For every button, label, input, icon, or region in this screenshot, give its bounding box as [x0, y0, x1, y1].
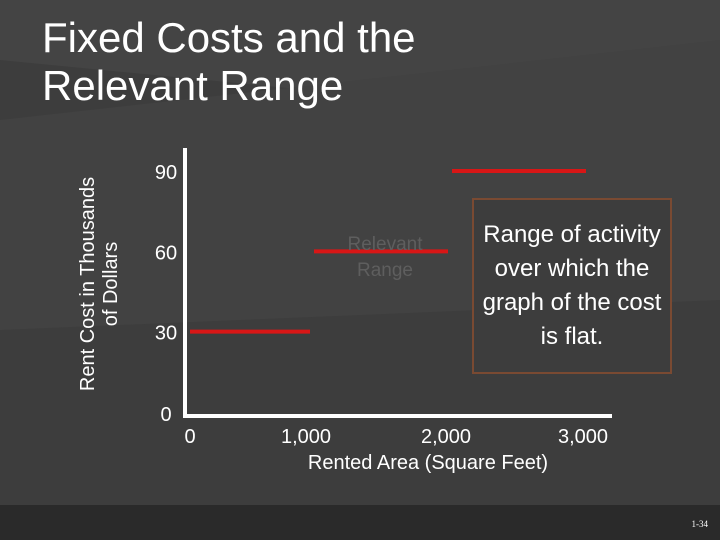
x-tick-label: 2,000 — [421, 426, 471, 448]
x-tick-label: 0 — [184, 426, 195, 448]
flat-range-callout: Range of activity over which the graph o… — [472, 198, 672, 374]
y-tick-label: 30 — [155, 323, 177, 345]
y-tick-label: 90 — [155, 162, 177, 184]
x-tick-label: 1,000 — [281, 426, 331, 448]
x-axis-label: Rented Area (Square Feet) — [307, 452, 549, 474]
y-tick-label: 0 — [160, 404, 171, 426]
y-tick-label: 60 — [155, 242, 177, 264]
callout-text: Range of activity over which the graph o… — [482, 221, 662, 350]
x-tick-label: 3,000 — [558, 426, 608, 448]
slide-title: Fixed Costs and the Relevant Range — [42, 14, 416, 109]
relevant-range-label: Relevant Range — [347, 234, 423, 281]
slide-number: 1-34 — [691, 519, 709, 529]
